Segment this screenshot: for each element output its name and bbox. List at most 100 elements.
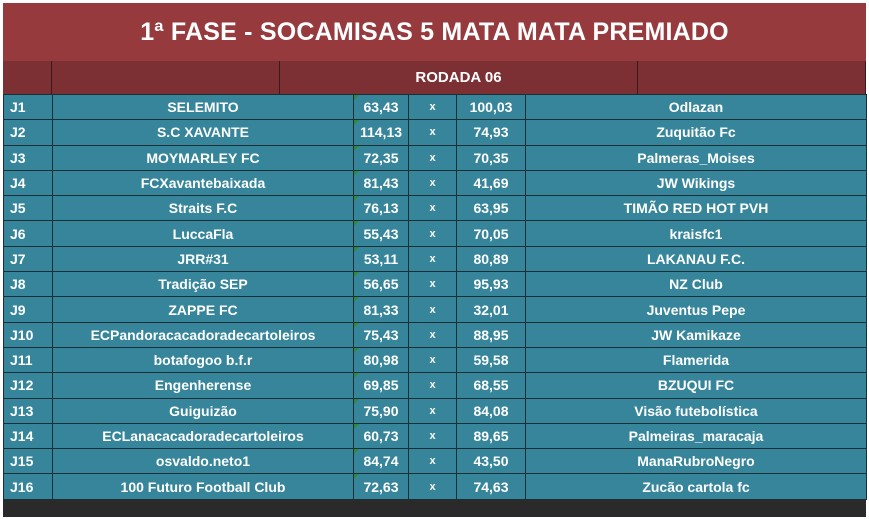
- away-score-cell[interactable]: 84,08: [456, 397, 526, 424]
- away-score-cell[interactable]: 74,63: [456, 473, 526, 500]
- home-score-cell[interactable]: 72,63: [353, 473, 409, 500]
- away-score-cell[interactable]: 74,93: [456, 119, 526, 146]
- match-id-cell[interactable]: J14: [3, 422, 53, 450]
- match-id-cell[interactable]: J7: [3, 245, 53, 273]
- versus-cell[interactable]: x: [408, 397, 457, 424]
- away-team-cell[interactable]: BZUQUI FC: [525, 372, 867, 399]
- home-team-cell[interactable]: ECLanacacadoradecartoleiros: [52, 422, 354, 450]
- home-score-cell[interactable]: 63,43: [353, 93, 409, 121]
- home-score-cell[interactable]: 75,90: [353, 397, 409, 424]
- away-score-cell[interactable]: 100,03: [456, 93, 526, 121]
- match-id-cell[interactable]: J13: [3, 397, 53, 424]
- home-team-cell[interactable]: Guiguizão: [52, 397, 354, 424]
- away-team-cell[interactable]: Zucão cartola fc: [525, 473, 867, 500]
- away-score-cell[interactable]: 41,69: [456, 169, 526, 197]
- away-team-cell[interactable]: NZ Club: [525, 271, 867, 298]
- match-id-cell[interactable]: J8: [3, 271, 53, 298]
- home-score-cell[interactable]: 69,85: [353, 372, 409, 399]
- versus-cell[interactable]: x: [408, 448, 457, 475]
- away-score-cell[interactable]: 43,50: [456, 448, 526, 475]
- away-score-cell[interactable]: 88,95: [456, 321, 526, 348]
- away-team-cell[interactable]: JW Wikings: [525, 169, 867, 197]
- away-team-cell[interactable]: ManaRubroNegro: [525, 448, 867, 475]
- away-team-cell[interactable]: JW Kamikaze: [525, 321, 867, 348]
- home-score-cell[interactable]: 56,65: [353, 271, 409, 298]
- round-header-cell-empty-3[interactable]: [638, 61, 866, 94]
- home-team-cell[interactable]: MOYMARLEY FC: [52, 144, 354, 171]
- match-id-cell[interactable]: J12: [3, 372, 53, 399]
- home-team-cell[interactable]: Engenherense: [52, 372, 354, 399]
- home-team-cell[interactable]: Tradição SEP: [52, 271, 354, 298]
- home-team-cell[interactable]: FCXavantebaixada: [52, 169, 354, 197]
- home-score-cell[interactable]: 114,13: [353, 119, 409, 146]
- match-id-cell[interactable]: J4: [3, 169, 53, 197]
- away-score-cell[interactable]: 68,55: [456, 372, 526, 399]
- away-score-cell[interactable]: 70,35: [456, 144, 526, 171]
- away-score-cell[interactable]: 70,05: [456, 220, 526, 247]
- home-score-cell[interactable]: 60,73: [353, 422, 409, 450]
- match-id-cell[interactable]: J15: [3, 448, 53, 475]
- home-team-cell[interactable]: osvaldo.neto1: [52, 448, 354, 475]
- versus-cell[interactable]: x: [408, 144, 457, 171]
- away-team-cell[interactable]: TIMÃO RED HOT PVH: [525, 195, 867, 222]
- versus-cell[interactable]: x: [408, 271, 457, 298]
- round-header-cell-empty-1[interactable]: [3, 61, 52, 94]
- home-team-cell[interactable]: JRR#31: [52, 245, 354, 273]
- away-score-cell[interactable]: 80,89: [456, 245, 526, 273]
- match-id-cell[interactable]: J11: [3, 346, 53, 374]
- away-team-cell[interactable]: Odlazan: [525, 93, 867, 121]
- away-team-cell[interactable]: Palmeiras_maracaja: [525, 422, 867, 450]
- home-score-cell[interactable]: 84,74: [353, 448, 409, 475]
- versus-cell[interactable]: x: [408, 245, 457, 273]
- away-score-cell[interactable]: 32,01: [456, 296, 526, 323]
- home-team-cell[interactable]: ECPandoracacadoradecartoleiros: [52, 321, 354, 348]
- away-team-cell[interactable]: Juventus Pepe: [525, 296, 867, 323]
- versus-cell[interactable]: x: [408, 93, 457, 121]
- home-team-cell[interactable]: 100 Futuro Football Club: [52, 473, 354, 500]
- away-team-cell[interactable]: Flamerida: [525, 346, 867, 374]
- home-score-cell[interactable]: 75,43: [353, 321, 409, 348]
- versus-cell[interactable]: x: [408, 372, 457, 399]
- away-score-cell[interactable]: 95,93: [456, 271, 526, 298]
- home-score-cell[interactable]: 81,33: [353, 296, 409, 323]
- versus-cell[interactable]: x: [408, 321, 457, 348]
- versus-cell[interactable]: x: [408, 422, 457, 450]
- home-team-cell[interactable]: SELEMITO: [52, 93, 354, 121]
- match-id-cell[interactable]: J2: [3, 119, 53, 146]
- home-score-cell[interactable]: 55,43: [353, 220, 409, 247]
- home-score-cell[interactable]: 80,98: [353, 346, 409, 374]
- versus-cell[interactable]: x: [408, 169, 457, 197]
- versus-cell[interactable]: x: [408, 119, 457, 146]
- home-score-cell[interactable]: 53,11: [353, 245, 409, 273]
- versus-cell[interactable]: x: [408, 296, 457, 323]
- home-score-cell[interactable]: 76,13: [353, 195, 409, 222]
- home-team-cell[interactable]: S.C XAVANTE: [52, 119, 354, 146]
- versus-cell[interactable]: x: [408, 346, 457, 374]
- match-id-cell[interactable]: J16: [3, 473, 53, 500]
- home-team-cell[interactable]: Straits F.C: [52, 195, 354, 222]
- match-id-cell[interactable]: J10: [3, 321, 53, 348]
- away-team-cell[interactable]: kraisfc1: [525, 220, 867, 247]
- versus-cell[interactable]: x: [408, 473, 457, 500]
- away-score-cell[interactable]: 63,95: [456, 195, 526, 222]
- home-score-cell[interactable]: 81,43: [353, 169, 409, 197]
- home-team-cell[interactable]: botafogoo b.f.r: [52, 346, 354, 374]
- match-id-cell[interactable]: J6: [3, 220, 53, 247]
- round-header-cell-empty-2[interactable]: [52, 61, 280, 94]
- away-team-cell[interactable]: LAKANAU F.C.: [525, 245, 867, 273]
- away-team-cell[interactable]: Palmeras_Moises: [525, 144, 867, 171]
- away-score-cell[interactable]: 89,65: [456, 422, 526, 450]
- match-id-cell[interactable]: J3: [3, 144, 53, 171]
- match-id-cell[interactable]: J1: [3, 93, 53, 121]
- home-score-cell[interactable]: 72,35: [353, 144, 409, 171]
- versus-cell[interactable]: x: [408, 195, 457, 222]
- versus-cell[interactable]: x: [408, 220, 457, 247]
- home-team-cell[interactable]: LuccaFla: [52, 220, 354, 247]
- round-label[interactable]: RODADA 06: [280, 61, 638, 94]
- match-id-cell[interactable]: J9: [3, 296, 53, 323]
- away-score-cell[interactable]: 59,58: [456, 346, 526, 374]
- home-team-cell[interactable]: ZAPPE FC: [52, 296, 354, 323]
- sheet-title[interactable]: 1ª FASE - SOCAMISAS 5 MATA MATA PREMIADO: [3, 3, 866, 61]
- match-id-cell[interactable]: J5: [3, 195, 53, 222]
- away-team-cell[interactable]: Zuquitão Fc: [525, 119, 867, 146]
